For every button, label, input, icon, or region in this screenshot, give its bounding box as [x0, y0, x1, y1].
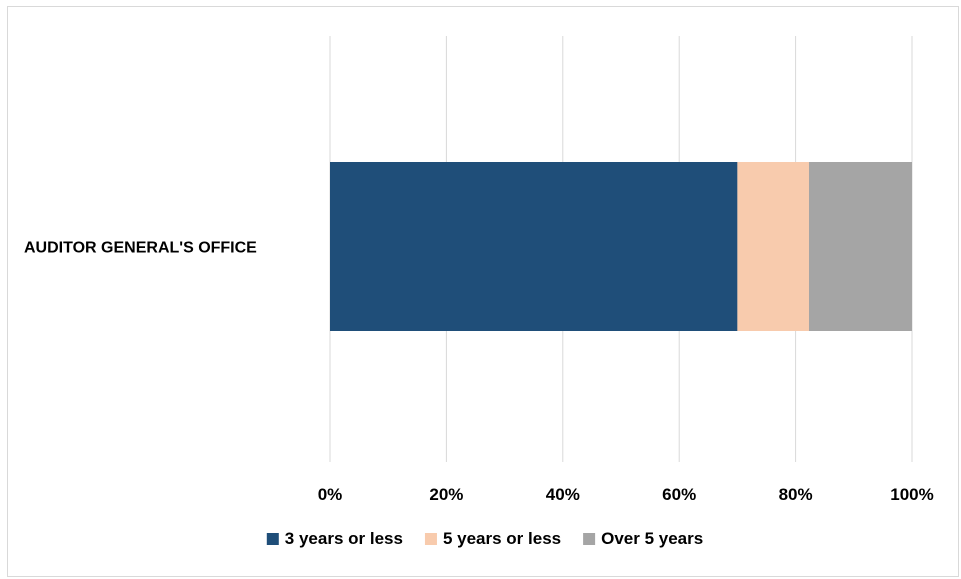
x-tick-label: 20%: [429, 485, 463, 504]
x-tick-label: 0%: [318, 485, 343, 504]
x-tick-label: 80%: [779, 485, 813, 504]
category-labels: AUDITOR GENERAL'S OFFICE: [24, 240, 257, 257]
category-label: AUDITOR GENERAL'S OFFICE: [24, 240, 257, 257]
legend-item: 5 years or less: [424, 529, 561, 548]
legend-label: 3 years or less: [285, 529, 403, 548]
x-tick-labels: 0% 20% 40% 60% 80% 100%: [318, 485, 934, 504]
x-tick-label: 40%: [546, 485, 580, 504]
x-tick-label: 60%: [662, 485, 696, 504]
bar-segment: [737, 162, 809, 331]
bar-segment: [330, 162, 738, 331]
legend-label: 5 years or less: [443, 529, 561, 548]
bar-segment: [808, 162, 912, 331]
bar-segments: [330, 162, 912, 331]
legend-item: 3 years or less: [266, 529, 403, 548]
legend: 3 years or less 5 years or less Over 5 yea…: [266, 529, 703, 548]
legend-swatch: [266, 533, 279, 545]
legend-item: Over 5 years: [583, 529, 703, 548]
legend-swatch: [583, 533, 596, 545]
x-tick-label: 100%: [890, 485, 933, 504]
legend-label: Over 5 years: [601, 529, 703, 548]
legend-swatch: [424, 533, 437, 545]
